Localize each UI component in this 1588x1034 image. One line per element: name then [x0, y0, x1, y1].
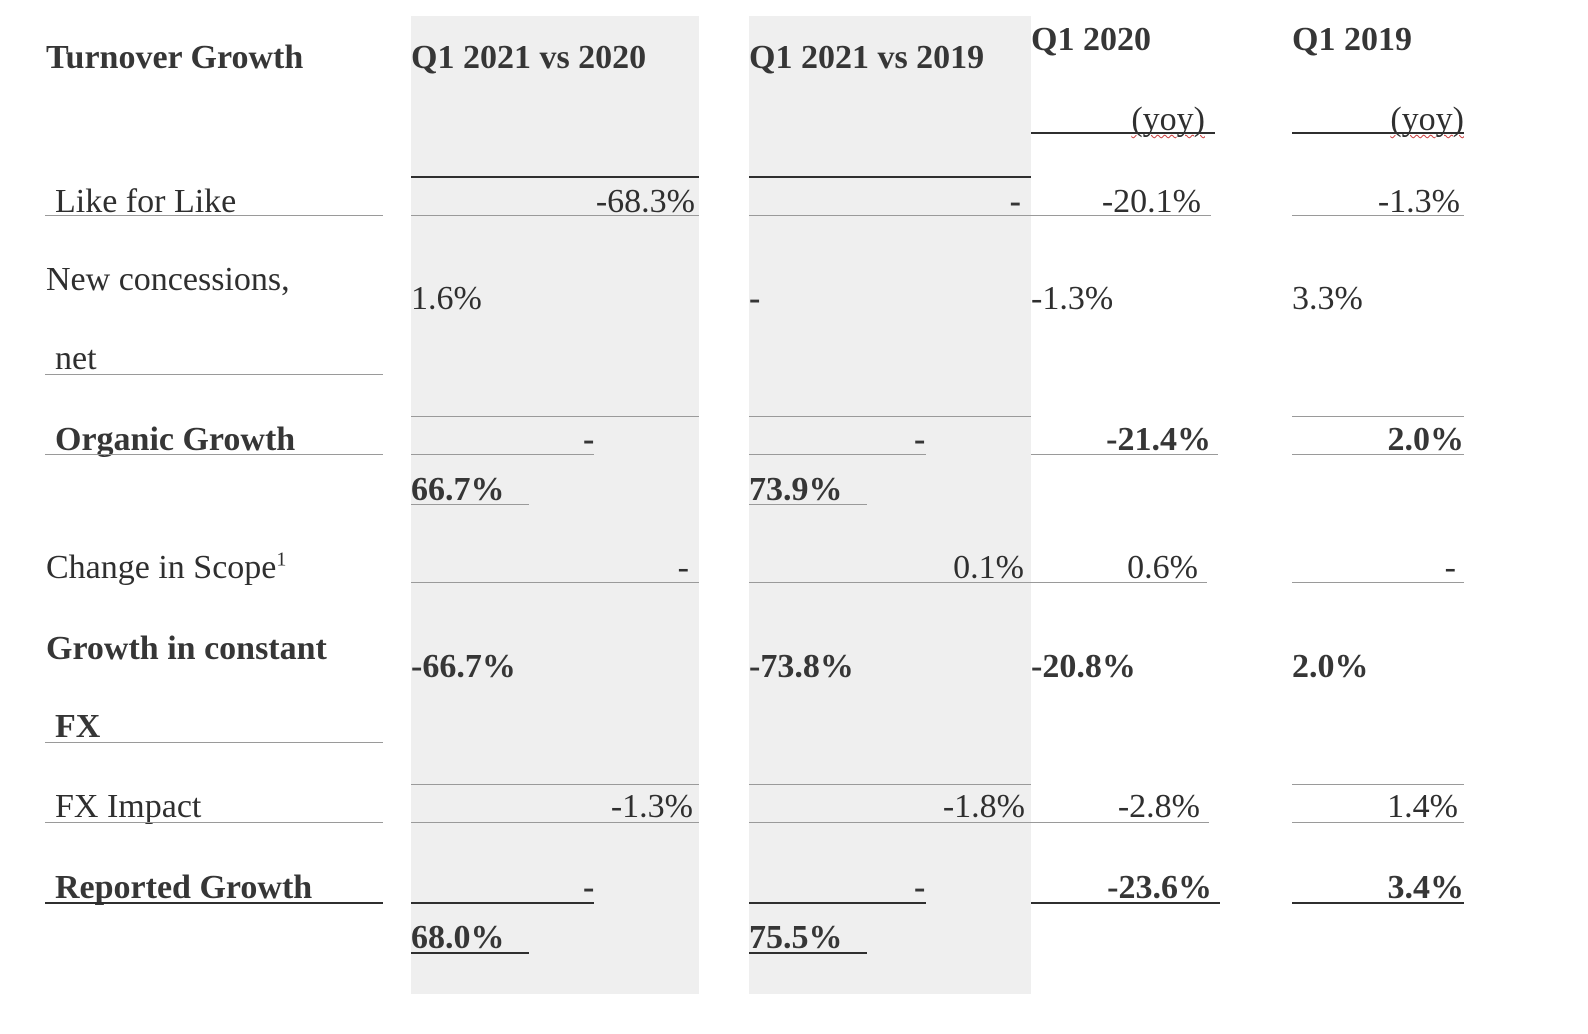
- cell-change-in-scope-col4: -: [1444, 549, 1456, 586]
- row-rule: [45, 215, 383, 216]
- row-top-rule: [411, 416, 699, 417]
- cell-fx-impact-col2: -1.8%: [942, 788, 1025, 825]
- cell-growth-constant-fx-col2: -73.8%: [749, 648, 854, 685]
- header-rule: [411, 176, 699, 178]
- shaded-column-q1-2021-vs-2019: [749, 16, 1031, 994]
- shaded-column-q1-2021-vs-2020: [411, 16, 699, 994]
- cell-reported-growth-col1-dash: -: [583, 869, 595, 906]
- header-rule: [1031, 132, 1215, 134]
- row-label-change-in-scope: Change in Scope1: [46, 548, 286, 588]
- row-rule: [411, 952, 529, 954]
- row-label-growth-constant-fx-line1: Growth in constant: [46, 630, 327, 667]
- row-rule: [1031, 215, 1211, 216]
- row-rule: [45, 454, 383, 455]
- row-rule: [1292, 454, 1464, 455]
- cell-new-concessions-col4: 3.3%: [1292, 280, 1363, 317]
- cell-like-for-like-col4: -1.3%: [1377, 183, 1460, 220]
- row-rule: [749, 822, 1031, 823]
- cell-like-for-like-col3: -20.1%: [1101, 183, 1201, 220]
- row-rule: [411, 454, 594, 455]
- row-rule: [45, 374, 383, 375]
- row-label-like-for-like: Like for Like: [55, 183, 237, 220]
- row-rule: [45, 742, 383, 743]
- footnote-marker: 1: [276, 548, 287, 571]
- cell-growth-constant-fx-col3: -20.8%: [1031, 648, 1136, 685]
- row-rule: [749, 215, 1031, 216]
- header-q1-2020: Q1 2020: [1031, 21, 1151, 58]
- row-rule: [411, 582, 699, 583]
- cell-like-for-like-col2: -: [1009, 183, 1021, 220]
- row-rule: [411, 215, 699, 216]
- row-label-new-concessions-line2: net: [55, 340, 97, 377]
- header-q1-2020-yoy: (yoy): [1031, 100, 1205, 140]
- row-top-rule: [749, 784, 1031, 785]
- row-rule: [411, 822, 699, 823]
- row-top-rule: [411, 784, 699, 785]
- row-rule: [749, 582, 1031, 583]
- cell-change-in-scope-col3: 0.6%: [1127, 549, 1198, 586]
- row-label-organic-growth: Organic Growth: [55, 421, 296, 458]
- row-top-rule: [1292, 416, 1464, 417]
- header-q1-2019: Q1 2019: [1292, 21, 1412, 58]
- row-rule: [1292, 582, 1464, 583]
- cell-reported-growth-col4: 3.4%: [1387, 869, 1465, 906]
- cell-reported-growth-col1-value: 68.0%: [411, 919, 505, 956]
- cell-organic-growth-col1-value: 66.7%: [411, 471, 505, 508]
- row-top-rule: [749, 416, 1031, 417]
- row-rule: [749, 952, 867, 954]
- header-q1-2021-vs-2020: Q1 2021 vs 2020: [411, 39, 647, 76]
- row-label-fx-impact: FX Impact: [55, 788, 202, 825]
- cell-growth-constant-fx-col4: 2.0%: [1292, 648, 1369, 685]
- cell-fx-impact-col4: 1.4%: [1387, 788, 1458, 825]
- row-rule: [1292, 902, 1464, 904]
- row-rule: [411, 902, 594, 904]
- cell-organic-growth-col2-value: 73.9%: [749, 471, 843, 508]
- header-q1-2019-yoy: (yoy): [1292, 100, 1464, 140]
- header-q1-2021-vs-2019: Q1 2021 vs 2019: [749, 39, 985, 76]
- row-top-rule: [1292, 784, 1464, 785]
- cell-reported-growth-col2-dash: -: [914, 869, 926, 906]
- header-rule: [1292, 132, 1464, 134]
- row-label-reported-growth: Reported Growth: [55, 869, 313, 906]
- row-rule: [1292, 215, 1464, 216]
- cell-fx-impact-col1: -1.3%: [610, 788, 693, 825]
- cell-like-for-like-col1: -68.3%: [595, 183, 695, 220]
- header-turnover-growth: Turnover Growth: [46, 39, 304, 76]
- row-rule: [749, 902, 926, 904]
- row-label-growth-constant-fx-line2: FX: [55, 708, 101, 745]
- cell-new-concessions-col3: -1.3%: [1031, 280, 1114, 317]
- row-rule: [1292, 822, 1464, 823]
- cell-organic-growth-col2-dash: -: [914, 421, 926, 458]
- cell-fx-impact-col3: -2.8%: [1117, 788, 1200, 825]
- cell-organic-growth-col3: -21.4%: [1106, 421, 1211, 458]
- cell-new-concessions-col2: -: [749, 280, 761, 317]
- row-rule: [45, 902, 383, 904]
- cell-reported-growth-col2-value: 75.5%: [749, 919, 843, 956]
- yoy-text: (yoy): [1390, 101, 1464, 138]
- row-rule: [1031, 582, 1207, 583]
- yoy-text: (yoy): [1131, 101, 1205, 138]
- row-rule: [1031, 454, 1218, 455]
- cell-growth-constant-fx-col1: -66.7%: [411, 648, 516, 685]
- row-rule: [749, 454, 926, 455]
- cell-organic-growth-col1-dash: -: [583, 421, 595, 458]
- row-label-new-concessions-line1: New concessions,: [46, 261, 290, 298]
- cell-new-concessions-col1: 1.6%: [411, 280, 482, 317]
- change-in-scope-text: Change in Scope: [46, 549, 277, 586]
- row-rule: [749, 504, 867, 505]
- row-rule: [1031, 902, 1220, 904]
- cell-reported-growth-col3: -23.6%: [1107, 869, 1212, 906]
- cell-change-in-scope-col1: -: [677, 549, 689, 586]
- row-rule: [1031, 822, 1209, 823]
- row-rule: [45, 822, 383, 823]
- cell-organic-growth-col4: 2.0%: [1387, 421, 1465, 458]
- header-rule: [749, 176, 1031, 178]
- cell-change-in-scope-col2: 0.1%: [953, 549, 1024, 586]
- row-rule: [411, 504, 529, 505]
